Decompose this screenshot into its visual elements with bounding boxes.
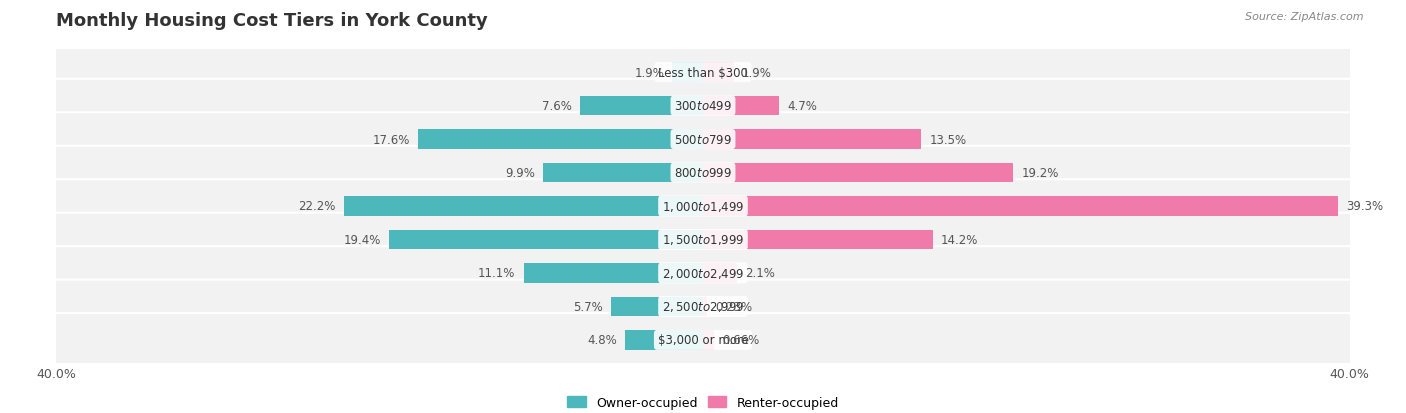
Bar <box>543 164 703 183</box>
Bar <box>703 130 921 150</box>
Text: 0.66%: 0.66% <box>721 334 759 347</box>
Text: 0.23%: 0.23% <box>714 300 752 313</box>
Text: Monthly Housing Cost Tiers in York County: Monthly Housing Cost Tiers in York Count… <box>56 12 488 30</box>
Bar <box>703 97 779 116</box>
Bar <box>703 330 714 350</box>
Text: 5.7%: 5.7% <box>574 300 603 313</box>
FancyBboxPatch shape <box>52 146 1354 200</box>
Text: $2,500 to $2,999: $2,500 to $2,999 <box>662 300 744 313</box>
Bar <box>419 130 703 150</box>
Text: 19.4%: 19.4% <box>344 233 381 247</box>
FancyBboxPatch shape <box>52 280 1354 333</box>
FancyBboxPatch shape <box>52 46 1354 100</box>
Text: $300 to $499: $300 to $499 <box>673 100 733 113</box>
Bar <box>344 197 703 216</box>
FancyBboxPatch shape <box>52 313 1354 367</box>
Text: 22.2%: 22.2% <box>298 200 336 213</box>
Text: Less than $300: Less than $300 <box>658 66 748 79</box>
Text: $1,000 to $1,499: $1,000 to $1,499 <box>662 199 744 214</box>
FancyBboxPatch shape <box>52 180 1354 233</box>
FancyBboxPatch shape <box>52 213 1354 267</box>
Text: 14.2%: 14.2% <box>941 233 979 247</box>
Text: $2,000 to $2,499: $2,000 to $2,499 <box>662 266 744 280</box>
Text: 19.2%: 19.2% <box>1022 166 1059 180</box>
Text: 13.5%: 13.5% <box>929 133 966 146</box>
Bar <box>703 297 707 316</box>
FancyBboxPatch shape <box>52 247 1354 300</box>
FancyBboxPatch shape <box>52 80 1354 133</box>
Text: $800 to $999: $800 to $999 <box>673 166 733 180</box>
Text: 39.3%: 39.3% <box>1347 200 1384 213</box>
Text: 2.1%: 2.1% <box>745 267 775 280</box>
Bar <box>389 230 703 249</box>
Bar <box>703 164 1014 183</box>
Bar <box>523 263 703 283</box>
Text: Source: ZipAtlas.com: Source: ZipAtlas.com <box>1246 12 1364 22</box>
Bar <box>626 330 703 350</box>
Bar <box>703 230 932 249</box>
Text: 4.7%: 4.7% <box>787 100 817 113</box>
Text: $500 to $799: $500 to $799 <box>673 133 733 146</box>
Text: 11.1%: 11.1% <box>478 267 516 280</box>
Text: 4.8%: 4.8% <box>588 334 617 347</box>
Text: $3,000 or more: $3,000 or more <box>658 334 748 347</box>
Bar <box>581 97 703 116</box>
Bar <box>672 63 703 83</box>
Bar <box>703 63 734 83</box>
Bar <box>610 297 703 316</box>
Text: 9.9%: 9.9% <box>505 166 534 180</box>
Text: $1,500 to $1,999: $1,500 to $1,999 <box>662 233 744 247</box>
Bar <box>703 197 1339 216</box>
Text: 1.9%: 1.9% <box>634 66 664 79</box>
Bar <box>703 263 737 283</box>
Text: 1.9%: 1.9% <box>742 66 772 79</box>
FancyBboxPatch shape <box>52 113 1354 166</box>
Text: 17.6%: 17.6% <box>373 133 411 146</box>
Text: 7.6%: 7.6% <box>543 100 572 113</box>
Legend: Owner-occupied, Renter-occupied: Owner-occupied, Renter-occupied <box>562 391 844 413</box>
